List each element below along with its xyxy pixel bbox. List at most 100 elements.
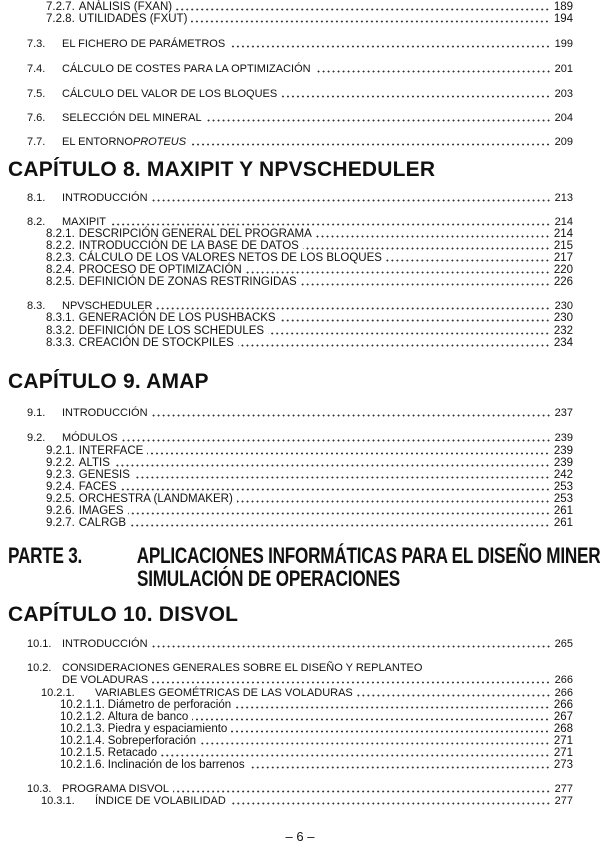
entry-number: 8.3.1. (46, 312, 75, 324)
dot-leader (245, 271, 550, 274)
entry-page: 215 (553, 240, 573, 252)
toc-entry[interactable]: 8.2.3. CÁLCULO DE LOS VALORES NETOS DE LO… (0, 252, 573, 265)
toc-entry[interactable]: 10.2.1.4. Sobreperforación 271 (0, 735, 573, 748)
dot-leader (279, 319, 550, 322)
entry-page: 277 (554, 795, 573, 807)
entry-number: 10.2.1.2. (60, 711, 105, 723)
entry-title: CÁLCULO DE COSTES PARA LA OPTIMIZACIÓN (62, 63, 311, 75)
dot-leader (152, 681, 551, 684)
toc-entry[interactable]: 8.2.2. INTRODUCCIÓN DE LA BASE DE DATOS 21… (0, 240, 573, 253)
toc-entry[interactable]: 7.3. EL FICHERO DE PARÁMETROS 199 (0, 38, 573, 51)
entry-number: 10.2.1.5. (60, 747, 105, 759)
toc-entry[interactable]: 10.2.1.5. Retacado 271 (0, 747, 573, 760)
toc-entry[interactable]: 9.2.6. IMAGES 261 (0, 505, 573, 518)
entry-number: 10.2.1.4. (60, 735, 105, 747)
toc-entry[interactable]: 8.2.4. PROCESO DE OPTIMIZACIÓN 220 (0, 264, 573, 277)
chapter-heading: CAPÍTULO 8. MAXIPIT Y NPVSCHEDULER (8, 158, 436, 181)
entry-page: 226 (553, 276, 573, 288)
entry-number: 7.5. (27, 88, 46, 100)
entry-page: 194 (553, 13, 573, 25)
dot-leader (248, 766, 550, 769)
entry-page: 277 (554, 783, 573, 795)
toc-entry[interactable]: 8.3. NPVSCHEDULER 230 (0, 300, 573, 313)
entry-page: 201 (554, 63, 573, 75)
entry-title: GENESIS (78, 469, 130, 481)
toc-entry[interactable]: 9.2.7. CALRGB 261 (0, 517, 573, 530)
entry-page: 234 (553, 337, 573, 349)
toc-entry[interactable]: 10.2.1.2. Altura de banco 267 (0, 711, 573, 724)
toc-entry[interactable]: 7.5. CÁLCULO DEL VALOR DE LOS BLOQUES 203 (0, 88, 573, 101)
dot-leader (191, 20, 550, 23)
toc-entry[interactable]: 8.2.1. DESCRIPCIÓN GENERAL DEL PROGRAMA 21… (0, 228, 573, 241)
entry-number: 7.6. (27, 112, 46, 124)
dot-leader (190, 143, 551, 146)
entry-title: Retacado (107, 747, 157, 759)
toc-entry[interactable]: 7.7. EL ENTORNO PROTEUS 209 (0, 136, 573, 149)
dot-leader (113, 464, 550, 467)
toc-entry[interactable]: 10.2.1.6. Inclinación de los barrenos 273 (0, 759, 573, 772)
entry-number: 10.2.1.1. (60, 699, 105, 711)
entry-number: 8.2.3. (46, 252, 75, 264)
toc-entry[interactable]: 10.1. INTRODUCCIÓN 265 (0, 638, 573, 651)
toc-entry[interactable]: 9.2.4. FACES 253 (0, 481, 573, 494)
entry-title: CONSIDERACIONES GENERALES SOBRE EL DISEÑ… (62, 662, 423, 674)
entry-title: ANÁLISIS (FXAN) (78, 1, 173, 13)
toc-entry[interactable]: 10.2.1.1. Diámetro de perforación 266 (0, 699, 573, 712)
dot-leader (229, 802, 551, 805)
entry-number: 8.3.3. (46, 337, 75, 349)
entry-number: 7.7. (27, 136, 46, 148)
entry-number: 8.2.4. (46, 264, 75, 276)
toc-entry[interactable]: 7.2.7. ANÁLISIS (FXAN) 189 (0, 1, 573, 14)
toc-entry[interactable]: 8.1. INTRODUCCIÓN 213 (0, 192, 573, 205)
entry-page: 273 (553, 759, 573, 771)
entry-number: 9.2.4. (46, 481, 75, 493)
toc-entry[interactable]: 9.2.2. ALTIS 239 (0, 457, 573, 470)
toc-entry[interactable]: 10.2. CONSIDERACIONES GENERALES SOBRE EL … (0, 662, 573, 675)
entry-number: 8.2.1. (46, 228, 75, 240)
entry-page: 267 (553, 711, 573, 723)
toc-entry[interactable]: 8.2.5. DEFINICIÓN DE ZONAS RESTRINGIDAS 22… (0, 276, 573, 289)
toc-entry[interactable]: 8.3.1. GENERACIÓN DE LOS PUSHBACKS 230 (0, 312, 573, 325)
toc-entry[interactable]: 8.3.2. DEFINICIÓN DE LOS SCHEDULES 232 (0, 325, 573, 338)
entry-title: CALRGB (78, 517, 127, 529)
entry-title: CÁLCULO DEL VALOR DE LOS BLOQUES (62, 88, 278, 100)
toc-entry[interactable]: 8.3.3. CREACIÓN DE STOCKPILES 234 (0, 337, 573, 350)
entry-page: 253 (553, 493, 573, 505)
entry-title: MÓDULOS (62, 432, 118, 444)
entry-page: 239 (553, 445, 573, 457)
entry-number: 9.2.3. (46, 469, 75, 481)
toc-entry[interactable]: 7.6. SELECCIÓN DEL MINERAL 204 (0, 112, 573, 125)
dot-leader (192, 718, 550, 721)
toc-entry[interactable]: 9.2.1. INTERFACE 239 (0, 445, 573, 458)
entry-page: 266 (554, 687, 573, 699)
dot-leader (151, 645, 551, 648)
part-heading: PARTE 3. APLICACIONES INFORMÁTICAS PARA E… (8, 543, 600, 569)
toc-entry[interactable]: 7.4. CÁLCULO DE COSTES PARA LA OPTIMIZACI… (0, 63, 573, 76)
entry-page: 239 (553, 457, 573, 469)
toc-entry[interactable]: 9.2.3. GENESIS 242 (0, 469, 573, 482)
toc-entry-continued[interactable]: DE VOLADURAS 266 (0, 674, 573, 687)
entry-title: Piedra y espaciamiento (107, 723, 228, 735)
toc-entry[interactable]: 9.1. INTRODUCCIÓN 237 (0, 407, 573, 420)
toc-entry[interactable]: 10.2.1. VARIABLES GEOMÉTRICAS DE LAS VOLA… (0, 687, 573, 700)
entry-page: 189 (553, 1, 573, 13)
entry-page: 217 (553, 252, 573, 264)
entry-title: Diámetro de perforación (107, 699, 232, 711)
page-number: – 6 – (285, 829, 315, 844)
entry-page: 266 (554, 674, 573, 686)
entry-title: DESCRIPCIÓN GENERAL DEL PROGRAMA (78, 228, 312, 240)
chapter-heading: CAPÍTULO 10. DISVOL (8, 603, 239, 626)
entry-title: EL FICHERO DE PARÁMETROS (62, 38, 226, 50)
toc-entry[interactable]: 10.3.1. ÍNDICE DE VOLABILIDAD 277 (0, 795, 573, 808)
entry-title: INTRODUCCIÓN (62, 638, 148, 650)
toc-entry[interactable]: 7.2.8. UTILIDADES (FXUT) 194 (0, 13, 573, 26)
dot-leader (205, 119, 551, 122)
toc-entry[interactable]: 8.2. MAXIPIT 214 (0, 216, 573, 229)
toc-entry[interactable]: 10.3. PROGRAMA DISVOL 277 (0, 783, 573, 796)
toc-entry[interactable]: 9.2. MÓDULOS 239 (0, 432, 573, 445)
entry-title: CÁLCULO DE LOS VALORES NETOS DE LOS BLOQ… (78, 252, 382, 264)
entry-page: 203 (554, 88, 573, 100)
dot-leader (314, 70, 551, 73)
toc-entry[interactable]: 9.2.5. ORCHESTRA (LANDMAKER) 253 (0, 493, 573, 506)
toc-entry[interactable]: 10.2.1.3. Piedra y espaciamiento 268 (0, 723, 573, 736)
